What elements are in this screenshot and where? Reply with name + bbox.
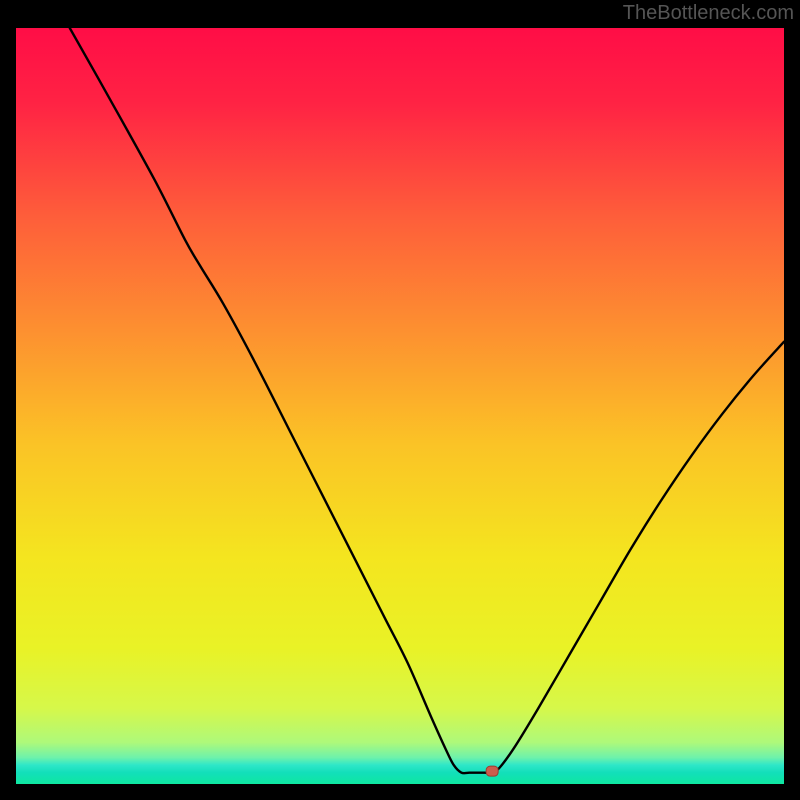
bottleneck-marker (486, 766, 498, 776)
bottleneck-curve (70, 28, 784, 773)
curve-layer (16, 28, 784, 784)
plot-area (16, 28, 784, 784)
chart-container: TheBottleneck.com (0, 0, 800, 800)
watermark-label: TheBottleneck.com (623, 2, 794, 25)
